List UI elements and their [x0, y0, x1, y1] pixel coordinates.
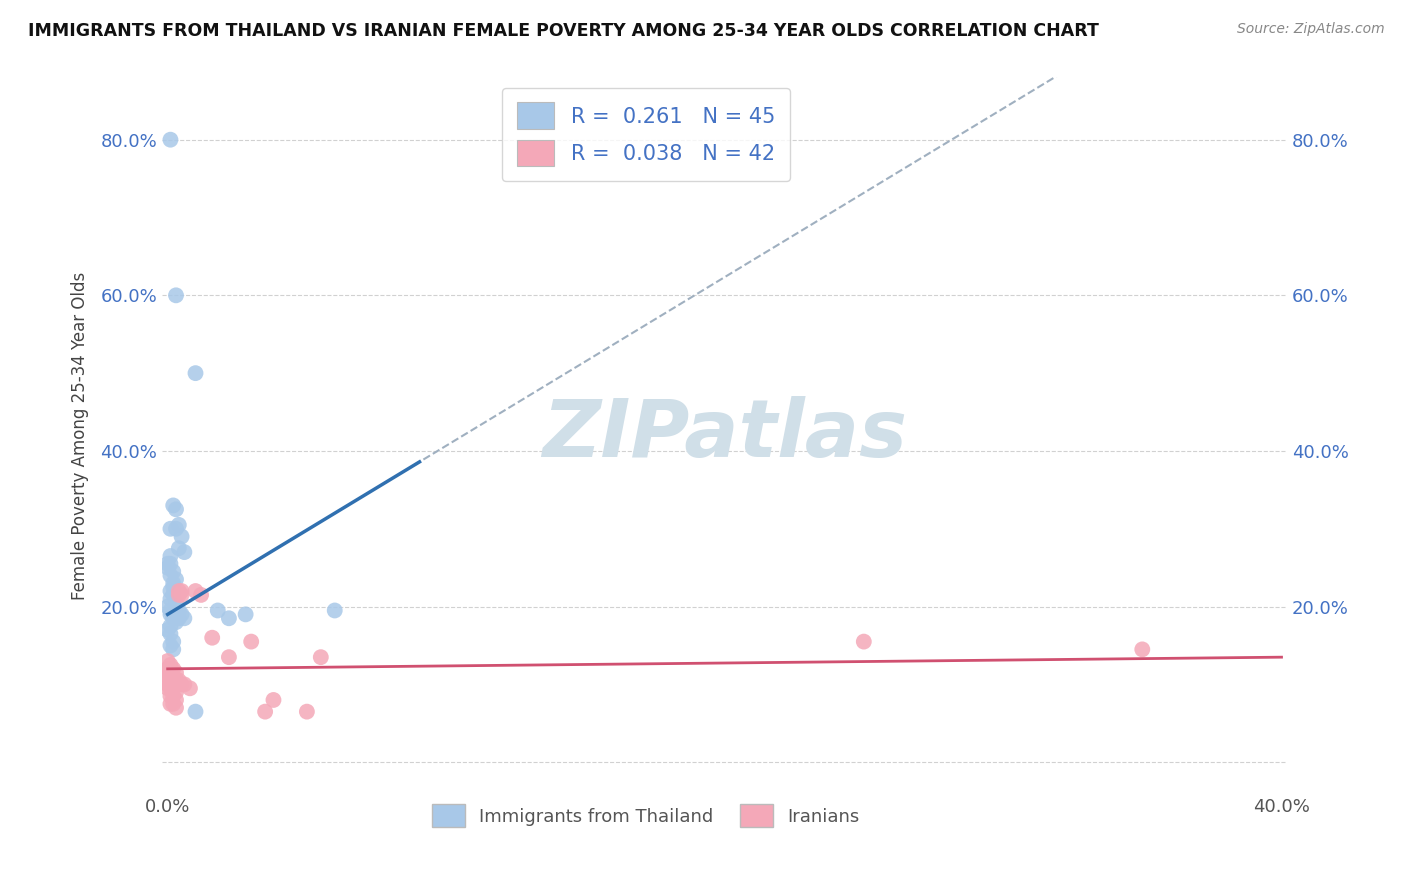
- Point: [218, 650, 240, 665]
- Point: [159, 133, 181, 147]
- Point: [173, 611, 195, 625]
- Point: [184, 584, 207, 599]
- Point: [159, 665, 181, 680]
- Point: [165, 522, 187, 536]
- Point: [162, 642, 184, 657]
- Point: [156, 560, 179, 574]
- Point: [159, 677, 181, 691]
- Point: [170, 530, 193, 544]
- Point: [165, 685, 187, 699]
- Point: [156, 557, 179, 571]
- Point: [159, 657, 181, 672]
- Point: [165, 288, 187, 302]
- Point: [167, 541, 190, 556]
- Point: [159, 603, 181, 617]
- Point: [162, 580, 184, 594]
- Point: [162, 677, 184, 691]
- Point: [156, 665, 179, 680]
- Point: [156, 599, 179, 614]
- Point: [162, 689, 184, 703]
- Point: [173, 545, 195, 559]
- Legend: Immigrants from Thailand, Iranians: Immigrants from Thailand, Iranians: [425, 797, 866, 834]
- Point: [159, 681, 181, 696]
- Point: [165, 596, 187, 610]
- Point: [162, 611, 184, 625]
- Point: [190, 588, 212, 602]
- Point: [165, 693, 187, 707]
- Point: [1130, 642, 1153, 657]
- Point: [167, 673, 190, 688]
- Point: [295, 705, 318, 719]
- Point: [162, 499, 184, 513]
- Point: [159, 557, 181, 571]
- Point: [162, 565, 184, 579]
- Point: [263, 693, 285, 707]
- Point: [167, 603, 190, 617]
- Point: [159, 697, 181, 711]
- Text: IMMIGRANTS FROM THAILAND VS IRANIAN FEMALE POVERTY AMONG 25-34 YEAR OLDS CORRELA: IMMIGRANTS FROM THAILAND VS IRANIAN FEMA…: [28, 22, 1099, 40]
- Point: [207, 603, 229, 617]
- Point: [167, 588, 190, 602]
- Point: [165, 502, 187, 516]
- Point: [159, 619, 181, 633]
- Point: [162, 634, 184, 648]
- Point: [156, 681, 179, 696]
- Point: [167, 517, 190, 532]
- Point: [159, 584, 181, 599]
- Point: [173, 677, 195, 691]
- Point: [159, 639, 181, 653]
- Point: [162, 662, 184, 676]
- Point: [162, 670, 184, 684]
- Point: [159, 591, 181, 606]
- Text: Source: ZipAtlas.com: Source: ZipAtlas.com: [1237, 22, 1385, 37]
- Point: [184, 705, 207, 719]
- Point: [240, 634, 263, 648]
- Point: [170, 584, 193, 599]
- Point: [165, 665, 187, 680]
- Point: [170, 677, 193, 691]
- Point: [218, 611, 240, 625]
- Point: [309, 650, 332, 665]
- Point: [162, 576, 184, 591]
- Point: [156, 677, 179, 691]
- Point: [167, 584, 190, 599]
- Point: [156, 662, 179, 676]
- Point: [159, 549, 181, 563]
- Point: [159, 627, 181, 641]
- Point: [159, 522, 181, 536]
- Point: [159, 607, 181, 622]
- Point: [167, 611, 190, 625]
- Point: [852, 634, 875, 648]
- Point: [254, 705, 277, 719]
- Point: [159, 568, 181, 582]
- Point: [162, 588, 184, 602]
- Point: [162, 697, 184, 711]
- Point: [156, 670, 179, 684]
- Point: [156, 654, 179, 668]
- Point: [165, 615, 187, 629]
- Point: [165, 673, 187, 688]
- Text: ZIPatlas: ZIPatlas: [543, 396, 907, 475]
- Y-axis label: Female Poverty Among 25-34 Year Olds: Female Poverty Among 25-34 Year Olds: [72, 271, 89, 599]
- Point: [184, 366, 207, 380]
- Point: [165, 573, 187, 587]
- Point: [165, 700, 187, 714]
- Point: [156, 623, 179, 637]
- Point: [235, 607, 257, 622]
- Point: [201, 631, 224, 645]
- Point: [159, 670, 181, 684]
- Point: [165, 607, 187, 622]
- Point: [179, 681, 201, 696]
- Point: [159, 689, 181, 703]
- Point: [170, 607, 193, 622]
- Point: [323, 603, 346, 617]
- Point: [170, 588, 193, 602]
